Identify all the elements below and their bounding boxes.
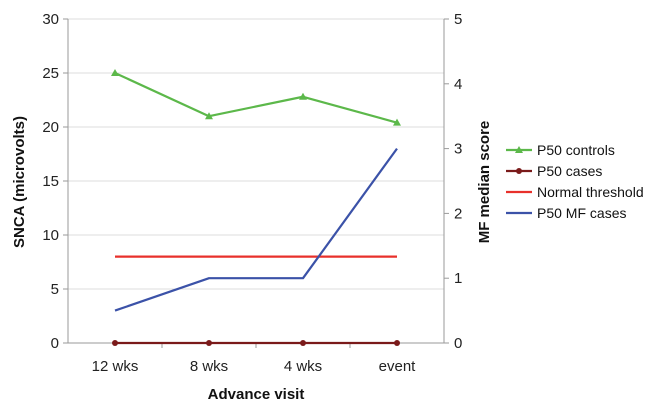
right-tick-label: 5: [454, 11, 462, 28]
series-line: [114, 147, 398, 312]
data-point: [393, 118, 401, 126]
left-tick-label: 20: [42, 119, 59, 136]
data-point: [300, 340, 306, 346]
left-tick-label: 25: [42, 65, 59, 82]
data-point: [206, 340, 212, 346]
legend: P50 controls P50 cases Normal threshold P50…: [506, 142, 644, 221]
data-point: [299, 92, 307, 100]
data-point: [112, 340, 118, 346]
left-tick-label: 30: [42, 11, 59, 28]
tick-labels: 0 5 10 15 20 25 30 0 1 2 3 4 5 12 wks 8 wks 4 wks event: [42, 11, 462, 375]
legend-marker: [515, 146, 523, 153]
left-tick-label: 0: [51, 335, 59, 352]
left-tick-label: 5: [51, 281, 59, 298]
x-axis-title: Advance visit: [208, 386, 305, 403]
x-tick-label: event: [379, 358, 417, 375]
legend-label: P50 controls: [537, 142, 615, 158]
right-tick-label: 4: [454, 76, 462, 93]
legend-label: P50 cases: [537, 163, 602, 179]
axes: [63, 18, 449, 348]
data-point: [394, 340, 400, 346]
right-axis-title: MF median score: [476, 121, 493, 244]
legend-label: P50 MF cases: [537, 205, 626, 221]
right-tick-label: 1: [454, 270, 462, 287]
series-line: [114, 72, 398, 124]
right-tick-label: 2: [454, 205, 462, 222]
left-tick-label: 10: [42, 227, 59, 244]
data-point: [205, 112, 213, 120]
x-tick-label: 12 wks: [92, 358, 139, 375]
legend-label: Normal threshold: [537, 184, 644, 200]
data-series: [111, 69, 401, 346]
data-point: [111, 69, 119, 76]
left-axis-title: SNCA (microvolts): [11, 116, 28, 248]
gridlines: [68, 18, 444, 290]
x-tick-label: 4 wks: [284, 358, 322, 375]
right-tick-label: 0: [454, 335, 462, 352]
right-tick-label: 3: [454, 141, 462, 158]
left-tick-label: 15: [42, 173, 59, 190]
legend-marker: [516, 168, 522, 174]
x-tick-label: 8 wks: [190, 358, 228, 375]
